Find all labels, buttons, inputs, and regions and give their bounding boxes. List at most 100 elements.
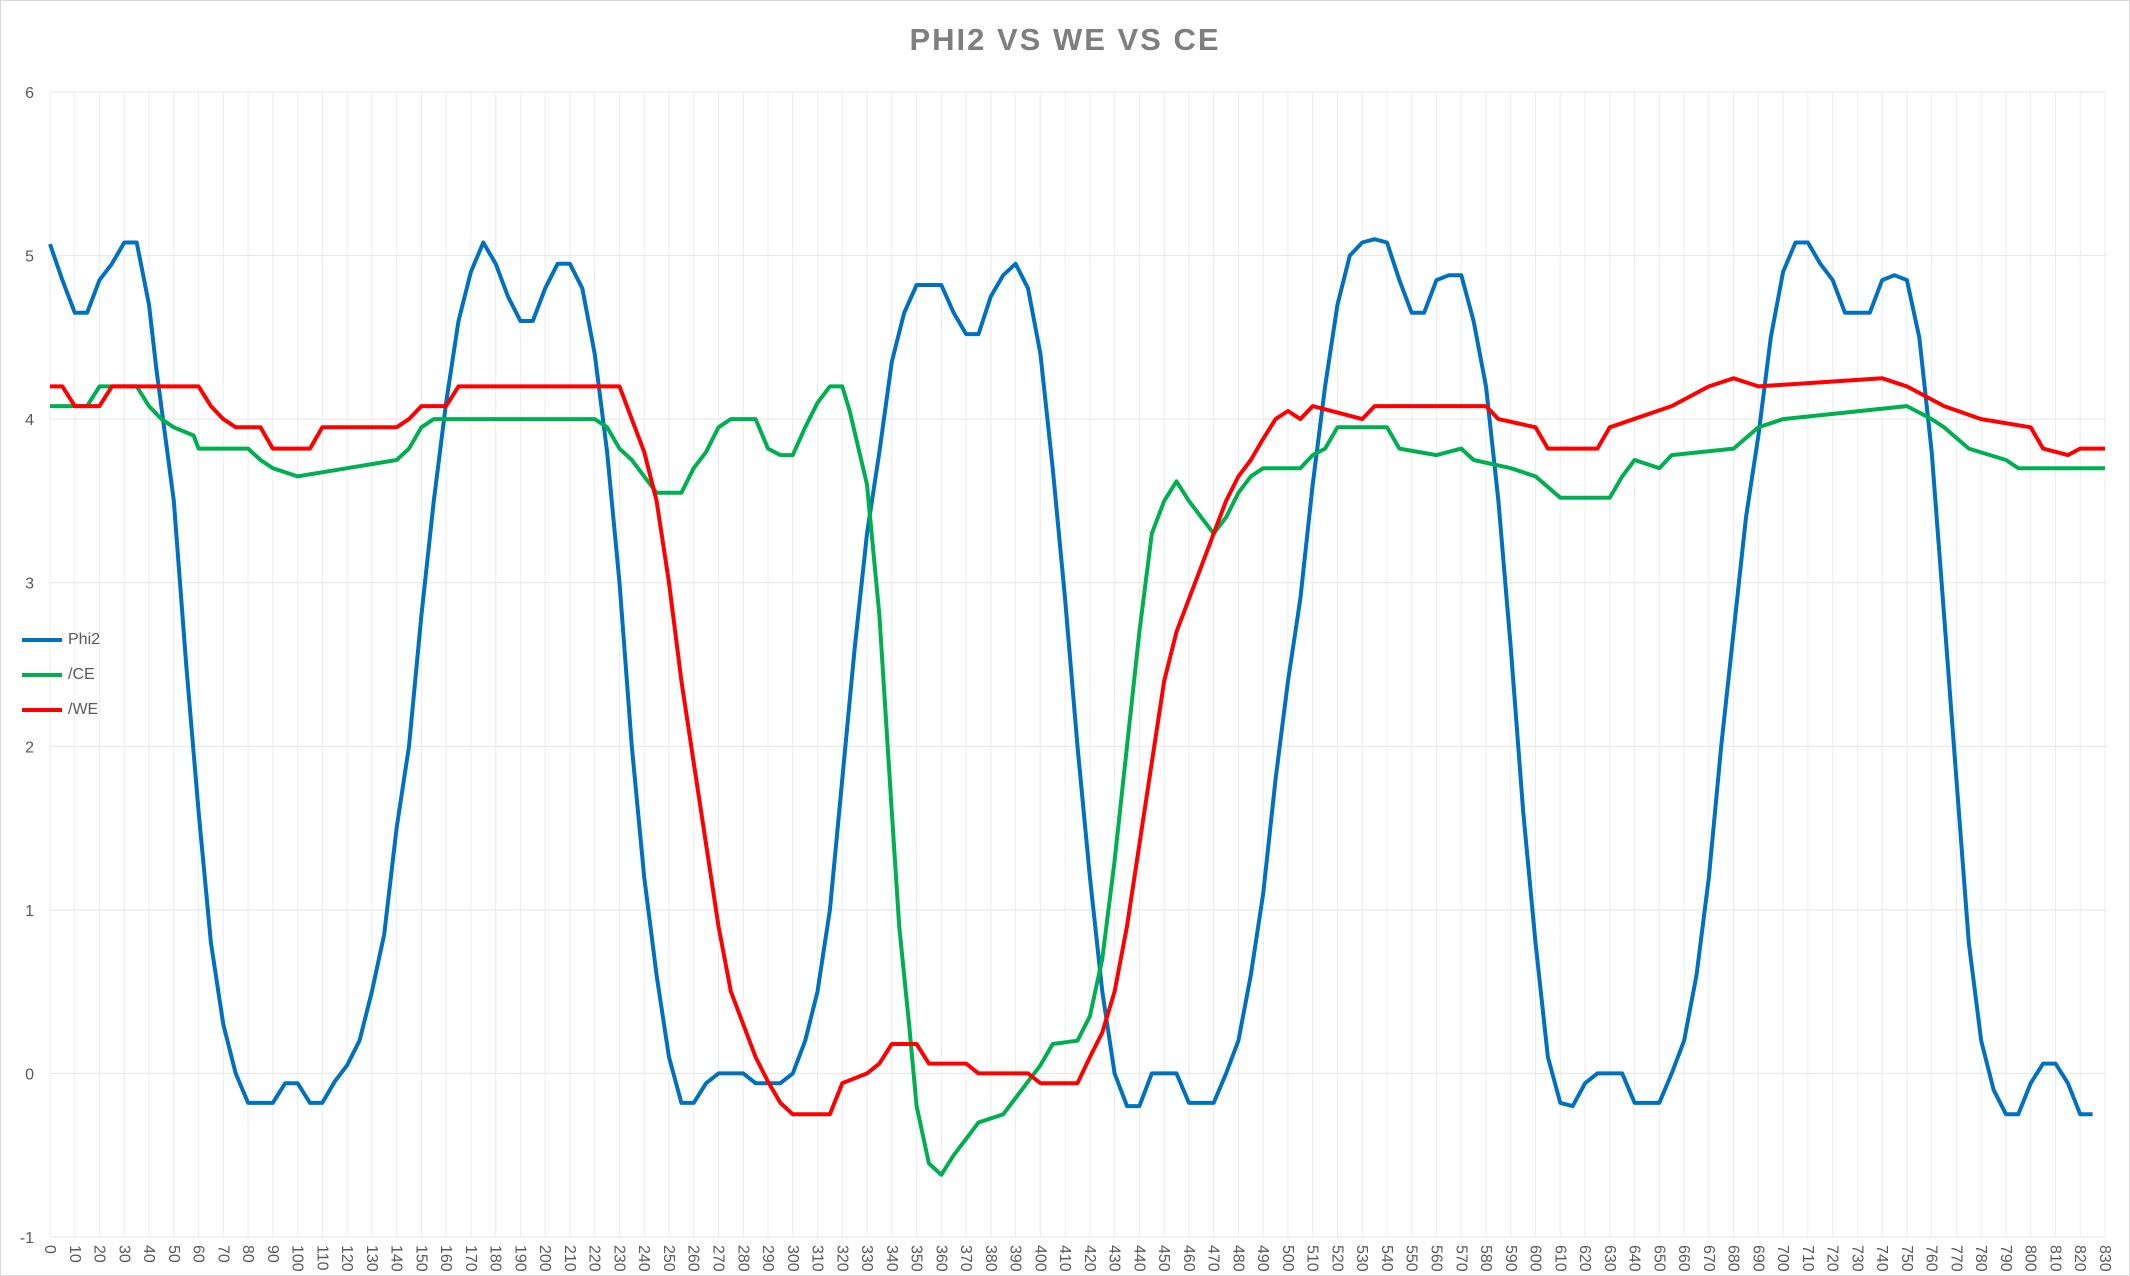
- x-tick-label: 140: [388, 1245, 405, 1272]
- x-tick-label: 360: [932, 1245, 949, 1272]
- x-tick-label: 490: [1254, 1245, 1271, 1272]
- x-tick-label: 440: [1130, 1245, 1147, 1272]
- series-line-ce: [50, 384, 2105, 1177]
- x-tick-label: 40: [140, 1245, 157, 1263]
- x-tick-label: 380: [982, 1245, 999, 1272]
- x-tick-label: 570: [1452, 1245, 1469, 1272]
- x-tick-label: 220: [586, 1245, 603, 1272]
- x-tick-label: 210: [561, 1245, 578, 1272]
- x-tick-label: 250: [660, 1245, 677, 1272]
- x-tick-label: 530: [1353, 1245, 1370, 1272]
- legend-item-ce: /CE: [22, 657, 100, 692]
- x-tick-label: 240: [635, 1245, 652, 1272]
- x-tick-label: 300: [784, 1245, 801, 1272]
- x-tick-label: 30: [115, 1245, 132, 1263]
- x-tick-label: 560: [1428, 1245, 1445, 1272]
- x-tick-label: 680: [1725, 1245, 1742, 1272]
- x-tick-label: 740: [1873, 1245, 1890, 1272]
- x-tick-label: 70: [214, 1245, 231, 1263]
- x-tick-label: 600: [1527, 1245, 1544, 1272]
- legend-swatch-we: [22, 707, 62, 712]
- legend-swatch-phi2: [22, 637, 62, 642]
- legend: Phi2 /CE /WE: [22, 622, 100, 727]
- legend-label: /WE: [68, 700, 99, 718]
- x-tick-label: 710: [1799, 1245, 1816, 1272]
- x-tick-label: 320: [833, 1245, 850, 1272]
- x-tick-label: 670: [1700, 1245, 1717, 1272]
- x-tick-label: 520: [1328, 1245, 1345, 1272]
- x-tick-label: 580: [1477, 1245, 1494, 1272]
- x-tick-label: 330: [858, 1245, 875, 1272]
- x-tick-label: 480: [1229, 1245, 1246, 1272]
- x-tick-label: 620: [1576, 1245, 1593, 1272]
- x-tick-label: 430: [1106, 1245, 1123, 1272]
- x-tick-label: 660: [1675, 1245, 1692, 1272]
- legend-label: /CE: [68, 665, 95, 683]
- legend-swatch-ce: [22, 672, 62, 677]
- x-tick-label: 700: [1774, 1245, 1791, 1272]
- x-tick-label: 810: [2046, 1245, 2063, 1272]
- x-tick-label: 60: [190, 1245, 207, 1263]
- x-tick-label: 370: [957, 1245, 974, 1272]
- x-tick-label: 650: [1650, 1245, 1667, 1272]
- x-tick-label: 150: [412, 1245, 429, 1272]
- x-tick-label: 690: [1749, 1245, 1766, 1272]
- legend-item-we: /WE: [22, 692, 100, 727]
- series-line-we: [50, 376, 2105, 1117]
- legend-label: Phi2: [68, 630, 101, 648]
- x-tick-label: 230: [610, 1245, 627, 1272]
- x-tick-label: 280: [734, 1245, 751, 1272]
- x-tick-label: 350: [908, 1245, 925, 1272]
- x-tick-label: 750: [1898, 1245, 1915, 1272]
- x-tick-label: 550: [1403, 1245, 1420, 1272]
- x-tick-label: 500: [1279, 1245, 1296, 1272]
- x-tick-label: 290: [759, 1245, 776, 1272]
- y-tick-label: -1: [20, 1230, 34, 1247]
- x-tick-label: 470: [1205, 1245, 1222, 1272]
- x-tick-label: 310: [809, 1245, 826, 1272]
- x-tick-label: 160: [437, 1245, 454, 1272]
- x-tick-label: 190: [511, 1245, 528, 1272]
- x-tick-label: 720: [1824, 1245, 1841, 1272]
- y-tick-label: 4: [25, 412, 34, 429]
- x-tick-label: 110: [313, 1245, 330, 1271]
- x-tick-label: 80: [239, 1245, 256, 1263]
- y-tick-label: 3: [25, 576, 34, 593]
- x-tick-label: 390: [1007, 1245, 1024, 1272]
- x-tick-label: 180: [487, 1245, 504, 1272]
- x-tick-label: 630: [1601, 1245, 1618, 1272]
- x-tick-label: 610: [1551, 1245, 1568, 1272]
- x-tick-label: 90: [264, 1245, 281, 1263]
- x-tick-label: 50: [165, 1245, 182, 1263]
- x-tick-label: 590: [1502, 1245, 1519, 1272]
- x-tick-label: 820: [2071, 1245, 2088, 1272]
- x-tick-label: 400: [1031, 1245, 1048, 1272]
- y-tick-label: 0: [25, 1066, 34, 1083]
- x-tick-label: 790: [1997, 1245, 2014, 1272]
- x-tick-label: 10: [66, 1245, 83, 1263]
- x-tick-label: 20: [91, 1245, 108, 1263]
- x-tick-label: 730: [1848, 1245, 1865, 1272]
- y-tick-label: 6: [25, 85, 34, 102]
- x-tick-label: 270: [709, 1245, 726, 1272]
- x-tick-label: 260: [685, 1245, 702, 1272]
- x-tick-label: 540: [1378, 1245, 1395, 1272]
- x-tick-label: 770: [1947, 1245, 1964, 1272]
- x-tick-label: 340: [883, 1245, 900, 1272]
- x-tick-label: 830: [2096, 1245, 2113, 1272]
- x-tick-label: 640: [1626, 1245, 1643, 1272]
- x-tick-label: 0: [41, 1245, 58, 1254]
- x-tick-label: 100: [289, 1245, 306, 1272]
- legend-item-phi2: Phi2: [22, 622, 100, 657]
- x-tick-label: 170: [462, 1245, 479, 1272]
- y-tick-label: 1: [25, 903, 34, 920]
- x-tick-label: 460: [1180, 1245, 1197, 1272]
- x-tick-label: 800: [2022, 1245, 2039, 1272]
- x-tick-label: 120: [338, 1245, 355, 1272]
- y-tick-label: 5: [25, 249, 34, 266]
- x-tick-label: 420: [1081, 1245, 1098, 1272]
- x-tick-label: 410: [1056, 1245, 1073, 1272]
- x-tick-label: 200: [536, 1245, 553, 1272]
- x-tick-label: 760: [1923, 1245, 1940, 1272]
